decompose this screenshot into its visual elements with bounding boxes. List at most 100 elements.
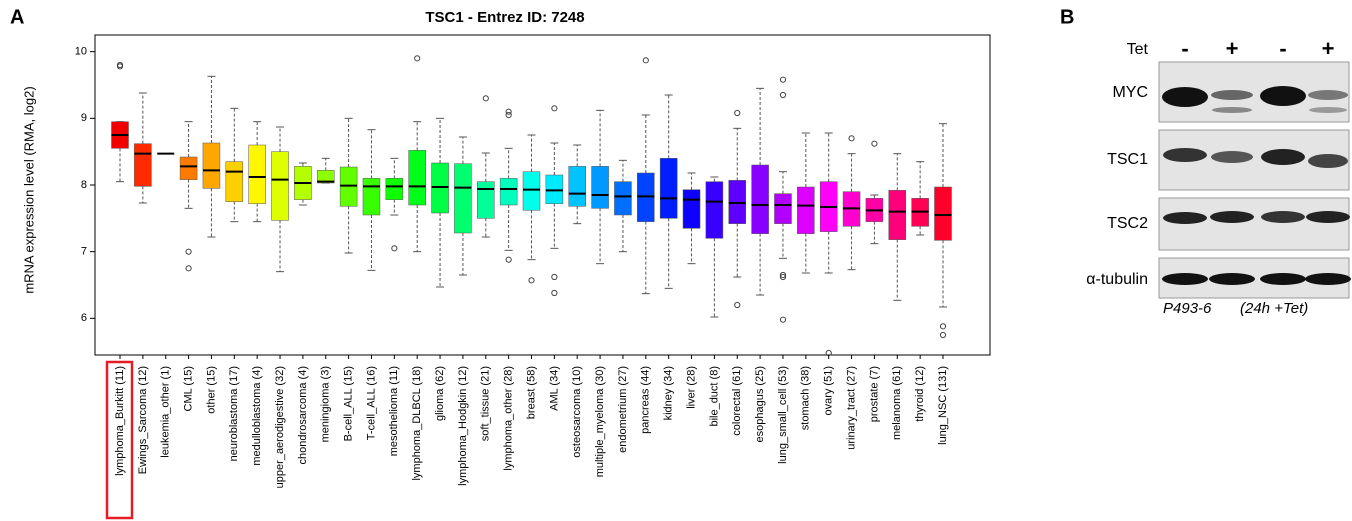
box [889, 190, 906, 239]
box [774, 194, 791, 224]
band [1308, 154, 1348, 168]
x-tick-label: osteosarcoma (10) [571, 366, 583, 458]
outlier [552, 290, 557, 295]
y-tick-label: 8 [81, 179, 87, 191]
lane-label: - [1279, 36, 1286, 61]
band [1261, 211, 1305, 223]
x-tick-label: liver (28) [685, 366, 697, 409]
x-tick-label: lymphoma_other (28) [503, 366, 515, 471]
band [1212, 107, 1252, 113]
x-tick-label: colorectal (61) [731, 366, 743, 436]
outlier [186, 266, 191, 271]
x-tick-label: glioma (62) [434, 366, 446, 421]
y-tick-label: 6 [81, 312, 87, 324]
panel-label: A [10, 6, 24, 28]
x-tick-label: esophagus (25) [754, 366, 766, 442]
figure: A B TSC1 - Entrez ID: 7248 mRNA expressi… [0, 0, 1352, 521]
box [935, 187, 952, 240]
x-tick-label: lung_NSC (131) [937, 366, 949, 445]
box [637, 173, 654, 222]
x-tick-label: stomach (38) [800, 366, 812, 430]
row-label: α-tubulin [1086, 271, 1148, 288]
x-tick-label: ovary (51) [823, 366, 835, 416]
box [752, 165, 769, 234]
x-tick-label: CML (15) [182, 366, 194, 411]
x-tick-label: lymphoma_DLBCL (18) [411, 366, 423, 481]
band [1306, 211, 1350, 223]
x-tick-label: medulloblastoma (4) [251, 366, 263, 466]
band [1211, 90, 1253, 100]
outlier [483, 96, 488, 101]
x-tick-label: lymphoma_Hodgkin (12) [457, 366, 469, 486]
outlier [780, 92, 785, 97]
x-tick-label: melanoma (61) [891, 366, 903, 440]
box [797, 187, 814, 234]
x-tick-label: Ewings_Sarcoma (12) [137, 366, 149, 474]
lane-label: + [1322, 36, 1335, 61]
condition: (24h +Tet) [1240, 300, 1308, 317]
x-tick-label: leukemia_other (1) [160, 366, 172, 458]
x-tick-label: lung_small_cell (53) [777, 366, 789, 464]
x-tick-label: lymphoma_Burkitt (11) [114, 366, 126, 476]
x-tick-label: upper_aerodigestive (32) [274, 366, 286, 488]
treatment-label: Tet [1127, 41, 1149, 58]
row-label: MYC [1112, 84, 1148, 101]
box [660, 158, 677, 218]
row-label: TSC2 [1107, 215, 1148, 232]
outlier [552, 274, 557, 279]
cell-line: P493-6 [1163, 300, 1212, 317]
band [1163, 148, 1207, 162]
box [134, 144, 151, 187]
x-tick-label: mesothelioma (11) [388, 366, 400, 456]
box [249, 145, 266, 204]
band [1162, 273, 1208, 285]
outlier [872, 141, 877, 146]
box [386, 178, 403, 199]
outlier [529, 278, 534, 283]
outlier [780, 317, 785, 322]
x-tick-label: multiple_myeloma (30) [594, 366, 606, 477]
y-tick-label: 7 [81, 246, 87, 258]
x-tick-label: thyroid (12) [914, 366, 926, 422]
band [1210, 211, 1254, 223]
outlier [552, 106, 557, 111]
western-blot: Tet - + - + MYC TSC1 TSC2 α-tubulin P493… [1086, 36, 1351, 317]
outlier [940, 324, 945, 329]
panel-label: B [1060, 6, 1074, 28]
outlier [506, 112, 511, 117]
box [477, 182, 494, 219]
band [1260, 273, 1306, 285]
box [203, 143, 220, 188]
x-tick-label: neuroblastoma (17) [228, 366, 240, 461]
band [1308, 90, 1348, 100]
band [1261, 149, 1305, 165]
outlier [780, 77, 785, 82]
box [272, 152, 289, 221]
box [363, 178, 380, 215]
x-tick-label: AML (34) [548, 366, 560, 411]
lane-label: - [1181, 36, 1188, 61]
box [226, 162, 243, 202]
band [1305, 273, 1351, 285]
x-tick-label: T-cell_ALL (16) [365, 366, 377, 440]
box [500, 178, 517, 205]
y-axis-label: mRNA expression level (RMA, log2) [21, 86, 36, 293]
band [1211, 151, 1253, 163]
box [706, 182, 723, 239]
outlier [940, 332, 945, 337]
outlier [415, 56, 420, 61]
x-tick-label: urinary_tract (27) [845, 366, 857, 450]
x-tick-label: endometrium (27) [617, 366, 629, 453]
x-tick-label: other (15) [205, 366, 217, 414]
chart-title: TSC1 - Entrez ID: 7248 [425, 9, 584, 26]
x-tick-label: soft_tissue (21) [480, 366, 492, 441]
outlier [849, 136, 854, 141]
x-tick-label: pancreas (44) [640, 366, 652, 434]
x-tick-label: B-cell_ALL (15) [343, 366, 355, 441]
outlier [186, 249, 191, 254]
box [454, 164, 471, 233]
x-tick-label: bile_duct (8) [708, 366, 720, 427]
x-tick-label: prostate (7) [868, 366, 880, 422]
x-tick-label: kidney (34) [663, 366, 675, 420]
box [409, 150, 426, 205]
